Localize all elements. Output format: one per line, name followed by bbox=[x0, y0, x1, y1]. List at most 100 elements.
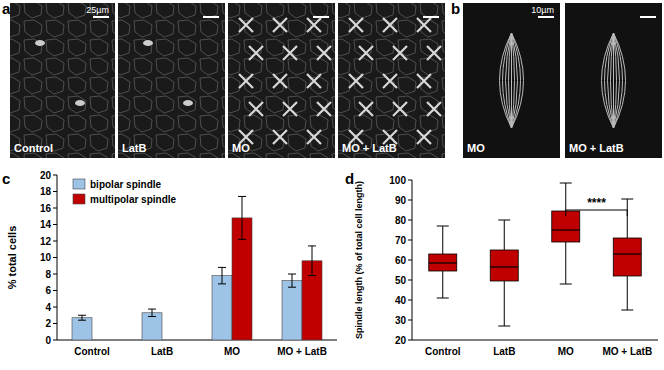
median bbox=[490, 266, 518, 267]
spindle-fiber bbox=[611, 33, 614, 128]
cap-high bbox=[621, 199, 633, 200]
image-caption: LatB bbox=[122, 142, 147, 154]
whisker-high bbox=[504, 220, 505, 250]
spindle-fiber bbox=[512, 33, 515, 128]
panel-label: a bbox=[2, 0, 11, 17]
y-tick-label: 90 bbox=[395, 195, 407, 206]
cap-low bbox=[560, 284, 572, 285]
y-tick-label: 18 bbox=[40, 186, 52, 197]
spindle-shape bbox=[183, 100, 193, 106]
box bbox=[490, 250, 518, 281]
spindle-fiber bbox=[605, 33, 614, 128]
whisker-high bbox=[442, 226, 443, 254]
spindle-shape bbox=[417, 130, 431, 144]
spindle-shape bbox=[239, 74, 253, 88]
image-bg bbox=[118, 3, 225, 158]
spindle-fiber bbox=[602, 33, 614, 128]
legend-label: multipolar spindle bbox=[90, 194, 177, 205]
spindle-shape bbox=[317, 46, 331, 60]
scale-bar bbox=[93, 16, 109, 18]
scale-bar-label: 10µm bbox=[531, 5, 554, 15]
error-bar bbox=[308, 246, 316, 276]
box bbox=[613, 238, 641, 276]
error-bar bbox=[218, 267, 226, 284]
scale-bar bbox=[538, 16, 554, 18]
y-tick-label: 2 bbox=[45, 318, 51, 329]
y-tick-label: 10 bbox=[40, 252, 52, 263]
y-tick bbox=[53, 191, 57, 192]
spindle-fiber bbox=[608, 33, 614, 128]
plot-area bbox=[72, 196, 322, 340]
whisker-low bbox=[442, 271, 443, 298]
legend-swatch bbox=[73, 179, 85, 189]
y-tick-label: 20 bbox=[395, 335, 407, 346]
spindle-shape bbox=[393, 102, 407, 116]
y-tick bbox=[408, 260, 412, 261]
y-tick bbox=[53, 290, 57, 291]
image-caption: MO bbox=[467, 142, 485, 154]
image-caption: Control bbox=[14, 142, 53, 154]
y-tick-label: 70 bbox=[395, 235, 407, 246]
spindle-fiber bbox=[614, 33, 626, 128]
spindle-shape bbox=[417, 18, 431, 32]
y-tick-label: 0 bbox=[45, 335, 51, 346]
x-tick-label: LatB bbox=[151, 346, 173, 357]
spindle-shape bbox=[143, 40, 153, 46]
spindle-shape bbox=[317, 102, 331, 116]
whisker-high bbox=[627, 199, 628, 238]
median bbox=[552, 229, 580, 230]
spindle-shape bbox=[307, 74, 321, 88]
image-caption: MO + LatB bbox=[342, 142, 397, 154]
cap-low bbox=[621, 310, 633, 311]
x-tick-label: MO + LatB bbox=[277, 346, 327, 357]
spindle-shape bbox=[307, 18, 321, 32]
image-bg bbox=[10, 3, 115, 158]
spindle-shape bbox=[383, 18, 397, 32]
spindle-shape bbox=[359, 102, 373, 116]
y-tick-label: 50 bbox=[395, 275, 407, 286]
y-tick bbox=[408, 340, 412, 341]
y-tick bbox=[53, 274, 57, 275]
micrograph: MO 10µm bbox=[463, 3, 560, 158]
x-tick-label: LatB bbox=[493, 346, 515, 357]
y-tick bbox=[408, 300, 412, 301]
y-axis-title: Spindle length (% of total cell length) bbox=[354, 181, 364, 339]
spindle-fiber bbox=[512, 33, 524, 128]
y-tick-label: 60 bbox=[395, 255, 407, 266]
y-tick bbox=[53, 241, 57, 242]
whisker-low bbox=[565, 242, 566, 284]
bar bbox=[282, 281, 302, 340]
spindle-fiber bbox=[506, 33, 512, 128]
y-tick-label: 30 bbox=[395, 315, 407, 326]
y-tick bbox=[408, 240, 412, 241]
spindle-fiber bbox=[511, 33, 512, 128]
box bbox=[429, 254, 457, 271]
spindle-shape bbox=[427, 46, 441, 60]
error-bar bbox=[288, 274, 296, 287]
median bbox=[429, 262, 457, 263]
spindle-shape bbox=[349, 18, 363, 32]
whisker-high bbox=[565, 183, 566, 211]
image-bg bbox=[463, 3, 560, 158]
scale-bar-label: 25µm bbox=[86, 5, 109, 15]
bar bbox=[212, 276, 232, 340]
spindle-shape bbox=[239, 18, 253, 32]
spindle-shape bbox=[383, 74, 397, 88]
spindle-fiber bbox=[512, 33, 521, 128]
y-tick bbox=[53, 175, 57, 176]
spindle-shape bbox=[35, 40, 45, 46]
y-tick-label: 6 bbox=[45, 285, 51, 296]
y-tick-label: 16 bbox=[40, 203, 52, 214]
spindle-shape bbox=[273, 18, 287, 32]
y-tick-label: 40 bbox=[395, 295, 407, 306]
y-tick-label: 4 bbox=[45, 302, 51, 313]
spindle-fiber bbox=[509, 33, 512, 128]
error-bar bbox=[78, 315, 86, 320]
legend-swatch bbox=[73, 194, 85, 204]
micrograph: Control 25µm bbox=[10, 3, 115, 158]
spindle-shape bbox=[359, 46, 373, 60]
cap-high bbox=[437, 226, 449, 227]
micrograph: MO + LatB bbox=[338, 3, 445, 158]
significance-bracket bbox=[566, 210, 628, 216]
y-tick bbox=[408, 220, 412, 221]
